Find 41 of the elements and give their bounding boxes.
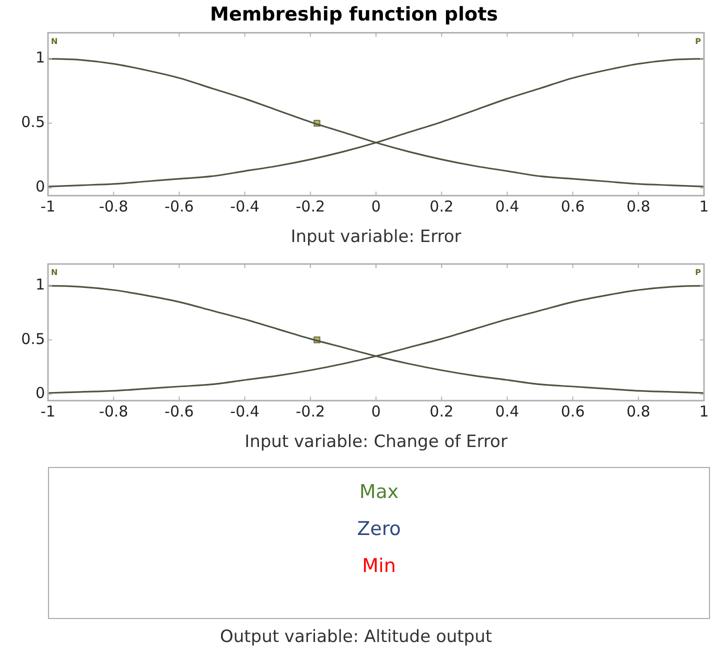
- x-tick-label: 0.2: [430, 402, 454, 420]
- series-label: N: [51, 268, 58, 278]
- x-tick-label: 0.4: [495, 402, 520, 420]
- x-tick-label: 0: [371, 197, 381, 216]
- x-axis-title: Input variable: Error: [290, 227, 462, 248]
- x-tick-label: -0.8: [98, 402, 128, 420]
- x-tick-label: 0.4: [495, 197, 520, 216]
- x-tick-label: -0.8: [98, 197, 128, 216]
- y-tick-label: 0.5: [21, 330, 45, 348]
- text: Output variable: Altitude output: [218, 627, 494, 647]
- y-tick-label: 1: [35, 48, 45, 67]
- x-tick-label: 0.6: [560, 402, 585, 420]
- category-label: Zero: [356, 517, 402, 542]
- x-tick-label: -0.4: [230, 197, 260, 216]
- series-label: P: [695, 268, 702, 278]
- chart-title: Membreship function plots: [210, 3, 498, 26]
- y-tick-label: 0: [35, 384, 45, 402]
- category-label: Min: [361, 554, 397, 579]
- x-tick-label: 0.6: [560, 197, 585, 216]
- x-tick-label: 0: [371, 402, 381, 420]
- y-tick-label: 0.5: [21, 113, 45, 132]
- x-tick-label: -0.6: [164, 402, 194, 420]
- y-tick-label: 1: [35, 276, 45, 294]
- x-tick-label: -0.4: [230, 402, 260, 420]
- x-tick-label: 0.8: [626, 402, 650, 420]
- line-series: [48, 58, 704, 188]
- series-label: N: [51, 36, 58, 46]
- series-label: P: [695, 36, 702, 46]
- line-series: [48, 284, 704, 394]
- x-tick-label: -1: [40, 402, 56, 420]
- x-tick-label: 1: [699, 402, 709, 420]
- x-tick-label: -0.6: [164, 197, 194, 216]
- x-tick-label: 1: [699, 197, 709, 216]
- x-tick-label: -0.2: [296, 402, 326, 420]
- x-tick-label: -1: [40, 197, 56, 216]
- x-axis-title: Input variable: Change of Error: [244, 432, 508, 452]
- y-tick-label: 0: [35, 178, 45, 196]
- x-tick-label: 0.8: [626, 197, 650, 216]
- x-tick-label: -0.2: [296, 197, 326, 216]
- category-label: Max: [358, 480, 400, 505]
- x-tick-label: 0.2: [430, 197, 454, 216]
